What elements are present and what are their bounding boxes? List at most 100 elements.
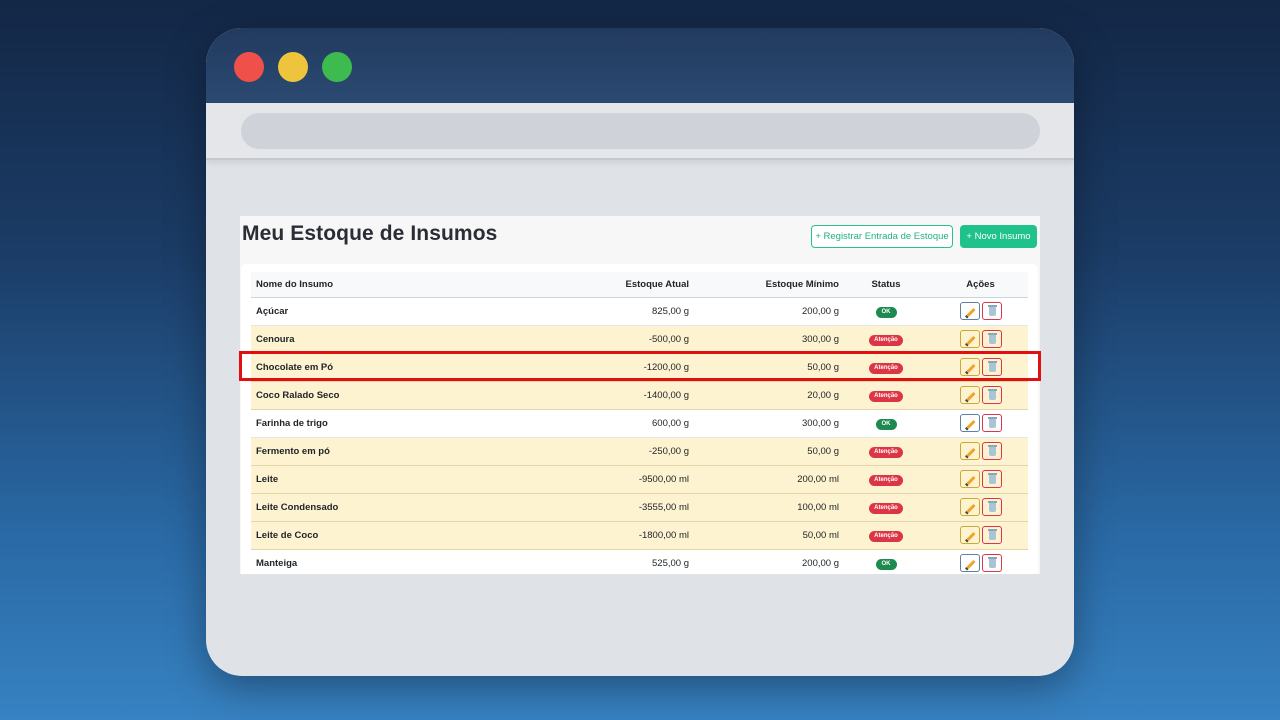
header-name[interactable]: Nome do Insumo bbox=[251, 272, 501, 298]
table-row: Fermento em pó -250,00 g 50,00 g Atenção bbox=[251, 437, 1028, 466]
actions-cell bbox=[933, 381, 1028, 410]
edit-button[interactable] bbox=[959, 470, 980, 488]
window-titlebar bbox=[206, 28, 1074, 103]
maximize-window-button[interactable] bbox=[322, 52, 352, 82]
delete-button[interactable] bbox=[981, 358, 1002, 376]
item-name: Cenoura bbox=[251, 325, 501, 354]
minimum-stock: 200,00 g bbox=[689, 297, 839, 326]
table-header-row: Nome do Insumo Estoque Atual Estoque Mín… bbox=[251, 272, 1028, 298]
current-stock: -1800,00 ml bbox=[501, 521, 689, 550]
status-badge: Atenção bbox=[869, 474, 903, 486]
minimum-stock: 100,00 ml bbox=[689, 493, 839, 522]
status-cell: Atenção bbox=[839, 521, 933, 550]
status-badge: Atenção bbox=[869, 362, 903, 374]
actions-cell bbox=[933, 437, 1028, 466]
trash-icon bbox=[987, 305, 997, 316]
header-current-stock[interactable]: Estoque Atual bbox=[501, 272, 689, 298]
table-row: Cenoura -500,00 g 300,00 g Atenção bbox=[251, 325, 1028, 354]
status-badge: OK bbox=[875, 558, 897, 570]
current-stock: -9500,00 ml bbox=[501, 465, 689, 494]
edit-button[interactable] bbox=[959, 302, 980, 320]
status-cell: Atenção bbox=[839, 493, 933, 522]
status-badge: Atenção bbox=[869, 502, 903, 514]
pencil-icon bbox=[965, 447, 976, 458]
new-item-button[interactable]: + Novo Insumo bbox=[960, 225, 1037, 248]
pencil-icon bbox=[965, 503, 976, 514]
trash-icon bbox=[987, 361, 997, 372]
current-stock: 600,00 g bbox=[501, 409, 689, 438]
trash-icon bbox=[987, 529, 997, 540]
delete-button[interactable] bbox=[981, 330, 1002, 348]
item-name: Leite de Coco bbox=[251, 521, 501, 550]
status-cell: Atenção bbox=[839, 437, 933, 466]
minimum-stock: 200,00 ml bbox=[689, 465, 839, 494]
pencil-icon bbox=[965, 531, 976, 542]
close-window-button[interactable] bbox=[234, 52, 264, 82]
minimum-stock: 50,00 ml bbox=[689, 521, 839, 550]
edit-button[interactable] bbox=[959, 358, 980, 376]
item-name: Farinha de trigo bbox=[251, 409, 501, 438]
edit-button[interactable] bbox=[959, 554, 980, 572]
address-bar[interactable] bbox=[241, 113, 1040, 149]
item-name: Coco Ralado Seco bbox=[251, 381, 501, 410]
inventory-card: Nome do Insumo Estoque Atual Estoque Mín… bbox=[241, 264, 1038, 574]
item-name: Açúcar bbox=[251, 297, 501, 326]
delete-button[interactable] bbox=[981, 442, 1002, 460]
item-name: Manteiga bbox=[251, 549, 501, 574]
edit-button[interactable] bbox=[959, 414, 980, 432]
trash-icon bbox=[987, 333, 997, 344]
item-name: Chocolate em Pó bbox=[251, 353, 501, 382]
table-row: Leite -9500,00 ml 200,00 ml Atenção bbox=[251, 465, 1028, 494]
delete-button[interactable] bbox=[981, 386, 1002, 404]
minimum-stock: 300,00 g bbox=[689, 325, 839, 354]
table-row: Leite de Coco -1800,00 ml 50,00 ml Atenção bbox=[251, 521, 1028, 550]
delete-button[interactable] bbox=[981, 470, 1002, 488]
edit-button[interactable] bbox=[959, 442, 980, 460]
table-body: Açúcar 825,00 g 200,00 g OK Cenoura -500,00 g… bbox=[251, 297, 1028, 574]
register-stock-entry-button[interactable]: + Registrar Entrada de Estoque bbox=[811, 225, 953, 248]
table-row: Açúcar 825,00 g 200,00 g OK bbox=[251, 297, 1028, 326]
pencil-icon bbox=[965, 391, 976, 402]
actions-cell bbox=[933, 549, 1028, 574]
trash-icon bbox=[987, 445, 997, 456]
current-stock: -500,00 g bbox=[501, 325, 689, 354]
minimum-stock: 50,00 g bbox=[689, 437, 839, 466]
edit-button[interactable] bbox=[959, 498, 980, 516]
status-badge: Atenção bbox=[869, 530, 903, 542]
page-content: Meu Estoque de Insumos + Registrar Entra… bbox=[240, 216, 1040, 574]
page-title: Meu Estoque de Insumos bbox=[242, 222, 498, 245]
current-stock: 525,00 g bbox=[501, 549, 689, 574]
status-badge: OK bbox=[875, 418, 897, 430]
trash-icon bbox=[987, 417, 997, 428]
actions-cell bbox=[933, 297, 1028, 326]
actions-cell bbox=[933, 493, 1028, 522]
status-badge: OK bbox=[875, 306, 897, 318]
table-row: Chocolate em Pó -1200,00 g 50,00 g Atenção bbox=[251, 353, 1028, 382]
delete-button[interactable] bbox=[981, 526, 1002, 544]
delete-button[interactable] bbox=[981, 498, 1002, 516]
current-stock: 825,00 g bbox=[501, 297, 689, 326]
delete-button[interactable] bbox=[981, 554, 1002, 572]
inventory-table: Nome do Insumo Estoque Atual Estoque Mín… bbox=[251, 272, 1028, 574]
delete-button[interactable] bbox=[981, 414, 1002, 432]
edit-button[interactable] bbox=[959, 386, 980, 404]
header-actions: Ações bbox=[933, 272, 1028, 298]
current-stock: -1200,00 g bbox=[501, 353, 689, 382]
browser-window: Meu Estoque de Insumos + Registrar Entra… bbox=[206, 28, 1074, 676]
actions-cell bbox=[933, 465, 1028, 494]
status-cell: OK bbox=[839, 297, 933, 326]
edit-button[interactable] bbox=[959, 526, 980, 544]
minimize-window-button[interactable] bbox=[278, 52, 308, 82]
trash-icon bbox=[987, 389, 997, 400]
header-minimum-stock[interactable]: Estoque Mínimo bbox=[689, 272, 839, 298]
minimum-stock: 20,00 g bbox=[689, 381, 839, 410]
trash-icon bbox=[987, 501, 997, 512]
pencil-icon bbox=[965, 307, 976, 318]
table-row: Farinha de trigo 600,00 g 300,00 g OK bbox=[251, 409, 1028, 438]
status-badge: Atenção bbox=[869, 334, 903, 346]
delete-button[interactable] bbox=[981, 302, 1002, 320]
pencil-icon bbox=[965, 475, 976, 486]
actions-cell bbox=[933, 409, 1028, 438]
edit-button[interactable] bbox=[959, 330, 980, 348]
header-status[interactable]: Status bbox=[839, 272, 933, 298]
